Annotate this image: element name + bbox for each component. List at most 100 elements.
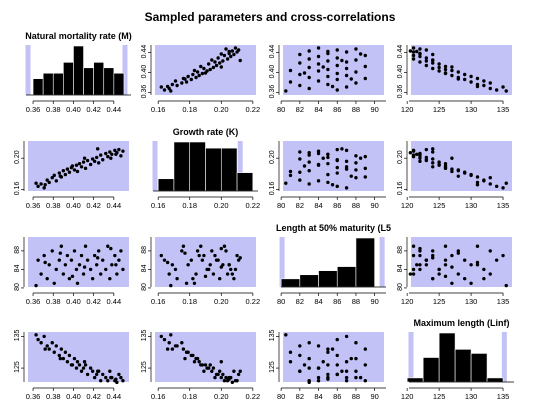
x-tick-label: 0.38 <box>46 105 61 114</box>
data-point <box>61 272 66 276</box>
data-point <box>74 267 79 272</box>
data-point <box>191 276 195 281</box>
data-point <box>411 253 416 258</box>
data-point <box>418 47 422 51</box>
data-point <box>456 77 461 81</box>
data-point <box>219 265 223 269</box>
data-point <box>344 50 349 54</box>
tolerance-bar <box>379 237 385 287</box>
data-point <box>443 244 448 248</box>
data-point <box>307 65 311 70</box>
data-point <box>224 47 228 51</box>
data-point <box>443 164 448 168</box>
data-point <box>173 267 178 272</box>
data-point <box>63 263 68 267</box>
data-point <box>106 244 110 248</box>
data-point <box>199 244 203 248</box>
x-tick-label: 84 <box>314 201 322 210</box>
data-point <box>307 160 311 164</box>
x-tick-label: 0.36 <box>26 201 41 210</box>
data-point <box>443 274 448 279</box>
histogram-bar <box>63 62 74 96</box>
data-point <box>363 347 367 351</box>
data-point <box>58 174 63 178</box>
data-point <box>211 366 216 370</box>
data-point <box>450 73 454 78</box>
data-point <box>213 375 217 380</box>
x-tick-label: 0.16 <box>151 392 166 400</box>
data-point <box>186 350 190 354</box>
data-point <box>431 61 435 65</box>
data-point <box>232 52 236 57</box>
x-tick-label: 0.16 <box>151 201 166 210</box>
data-point <box>189 77 193 82</box>
data-point <box>284 181 288 185</box>
data-point <box>213 60 217 64</box>
data-point <box>213 253 217 258</box>
data-point <box>326 59 330 63</box>
data-point <box>437 272 441 276</box>
data-point <box>90 157 95 161</box>
x-tick-label: 82 <box>296 105 304 114</box>
data-point <box>65 167 70 171</box>
data-point <box>94 263 99 267</box>
data-point <box>211 272 216 276</box>
data-point <box>186 74 190 79</box>
data-point <box>113 148 117 153</box>
data-point <box>326 74 330 79</box>
data-point <box>437 65 441 70</box>
data-point <box>121 267 125 272</box>
tolerance-bar <box>279 237 285 287</box>
x-tick-label: 0.22 <box>246 392 261 400</box>
data-point <box>316 375 321 380</box>
data-point <box>42 334 46 339</box>
data-point <box>344 167 349 171</box>
x-tick-label: 0.20 <box>214 392 229 400</box>
data-point <box>488 176 492 180</box>
data-point <box>88 267 93 272</box>
parameter-label: Maximum length (Linf) <box>414 318 510 328</box>
x-tick-label: 0.20 <box>214 297 229 306</box>
data-point <box>206 366 211 370</box>
data-point <box>415 263 419 267</box>
data-point <box>298 83 302 88</box>
x-tick-label: 0.42 <box>86 392 101 400</box>
data-point <box>450 156 454 160</box>
data-point <box>52 173 56 178</box>
scatter-band <box>411 237 512 287</box>
x-tick-label: 80 <box>277 297 285 306</box>
data-point <box>358 375 363 380</box>
data-point <box>232 369 236 373</box>
x-tick-label: 0.40 <box>66 201 81 210</box>
data-point <box>316 379 321 383</box>
data-point <box>200 71 205 76</box>
data-point <box>77 263 82 267</box>
data-point <box>443 166 448 171</box>
data-point <box>119 249 123 253</box>
data-point <box>307 341 311 345</box>
data-point <box>208 67 212 72</box>
data-point <box>88 366 93 370</box>
scatter-band <box>411 45 512 95</box>
data-point <box>92 253 97 258</box>
data-point <box>165 260 170 265</box>
data-point <box>284 89 288 93</box>
y-tick-label: 0.20 <box>397 150 404 164</box>
x-tick-label: 0.36 <box>26 297 41 306</box>
scatter-band <box>283 141 384 191</box>
data-point <box>443 64 448 69</box>
tolerance-bar <box>25 45 31 95</box>
data-point <box>54 344 58 348</box>
data-point <box>344 66 349 71</box>
data-point <box>218 61 222 65</box>
data-point <box>92 159 97 164</box>
histogram-bar <box>189 141 206 192</box>
panel-r2-c2: Length at 50% maturity (L5 80 82 84 86 88 90 <box>276 223 391 306</box>
data-point <box>225 272 230 276</box>
data-point <box>335 171 339 175</box>
panel-r1-c1: Growth rate (K) 0.16 0.18 0.20 0.22 <box>151 127 260 210</box>
x-tick-label: 86 <box>333 392 341 400</box>
data-point <box>354 70 358 74</box>
data-point <box>424 63 429 68</box>
data-point <box>34 283 38 288</box>
